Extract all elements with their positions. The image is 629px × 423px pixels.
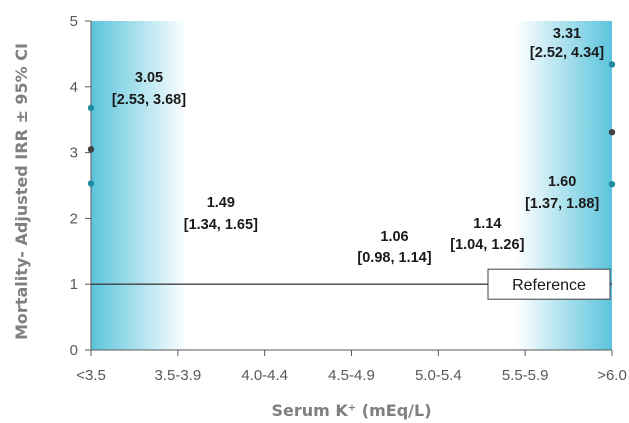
irr-value-label: 1.49 (207, 195, 235, 211)
ci-range-label: [2.52, 4.34] (530, 45, 604, 61)
x-tick-label: 4.0-4.4 (241, 367, 288, 384)
x-tick-label: 5.0-5.4 (415, 367, 462, 384)
y-tick-label: 0 (70, 342, 78, 359)
irr-value-label: 3.31 (553, 26, 581, 42)
y-tick-label: 1 (70, 276, 78, 293)
ci-upper-point (608, 61, 616, 68)
irr-value-label: 1.60 (548, 174, 576, 190)
x-tick-label: 3.5-3.9 (154, 367, 201, 384)
ci-lower-point (87, 180, 95, 187)
irr-value-label: 3.05 (135, 70, 163, 86)
y-axis-title: Mortality- Adjusted IRR ± 95% CI (12, 43, 31, 340)
low-potassium-band (91, 21, 187, 350)
y-tick-label: 3 (70, 145, 78, 162)
y-tick-label: 2 (70, 210, 78, 227)
data-labels: 3.05 [2.53, 3.68] 1.49 [1.34, 1.65] 1.06 [0.9… (112, 26, 604, 266)
x-tick-label: 5.5-5.9 (502, 367, 549, 384)
irr-value-label: 1.06 (380, 229, 408, 245)
ci-range-label: [2.53, 3.68] (112, 92, 186, 108)
reference-box-frame (487, 268, 611, 300)
y-tick-label: 4 (70, 79, 78, 96)
data-points (87, 61, 616, 188)
x-ticks: <3.5 3.5-3.9 4.0-4.4 4.5-4.9 5.0-5.4 5.5-5.9 >… (76, 350, 627, 384)
ci-range-label: [0.98, 1.14] (357, 250, 431, 266)
irr-value-label: 1.14 (473, 216, 501, 232)
ci-range-label: [1.37, 1.88] (525, 196, 599, 212)
x-tick-label: 4.5-4.9 (328, 367, 375, 384)
highlight-bands (91, 21, 612, 350)
ci-upper-point (87, 104, 95, 112)
y-ticks: 0 1 2 3 4 5 (70, 13, 91, 359)
reference-label: Reference (512, 277, 586, 294)
ci-range-label: [1.34, 1.65] (184, 217, 258, 233)
ci-range-label: [1.04, 1.26] (450, 237, 524, 253)
x-tick-label: <3.5 (76, 367, 106, 384)
x-tick-label: >6.0 (597, 367, 627, 384)
reference-box: Reference (487, 268, 611, 300)
y-tick-label: 5 (70, 13, 78, 30)
ci-lower-point (608, 180, 616, 188)
irr-point (608, 129, 616, 136)
irr-point (87, 146, 95, 153)
x-axis-title: Serum K⁺ (mEq/L) (271, 401, 431, 420)
